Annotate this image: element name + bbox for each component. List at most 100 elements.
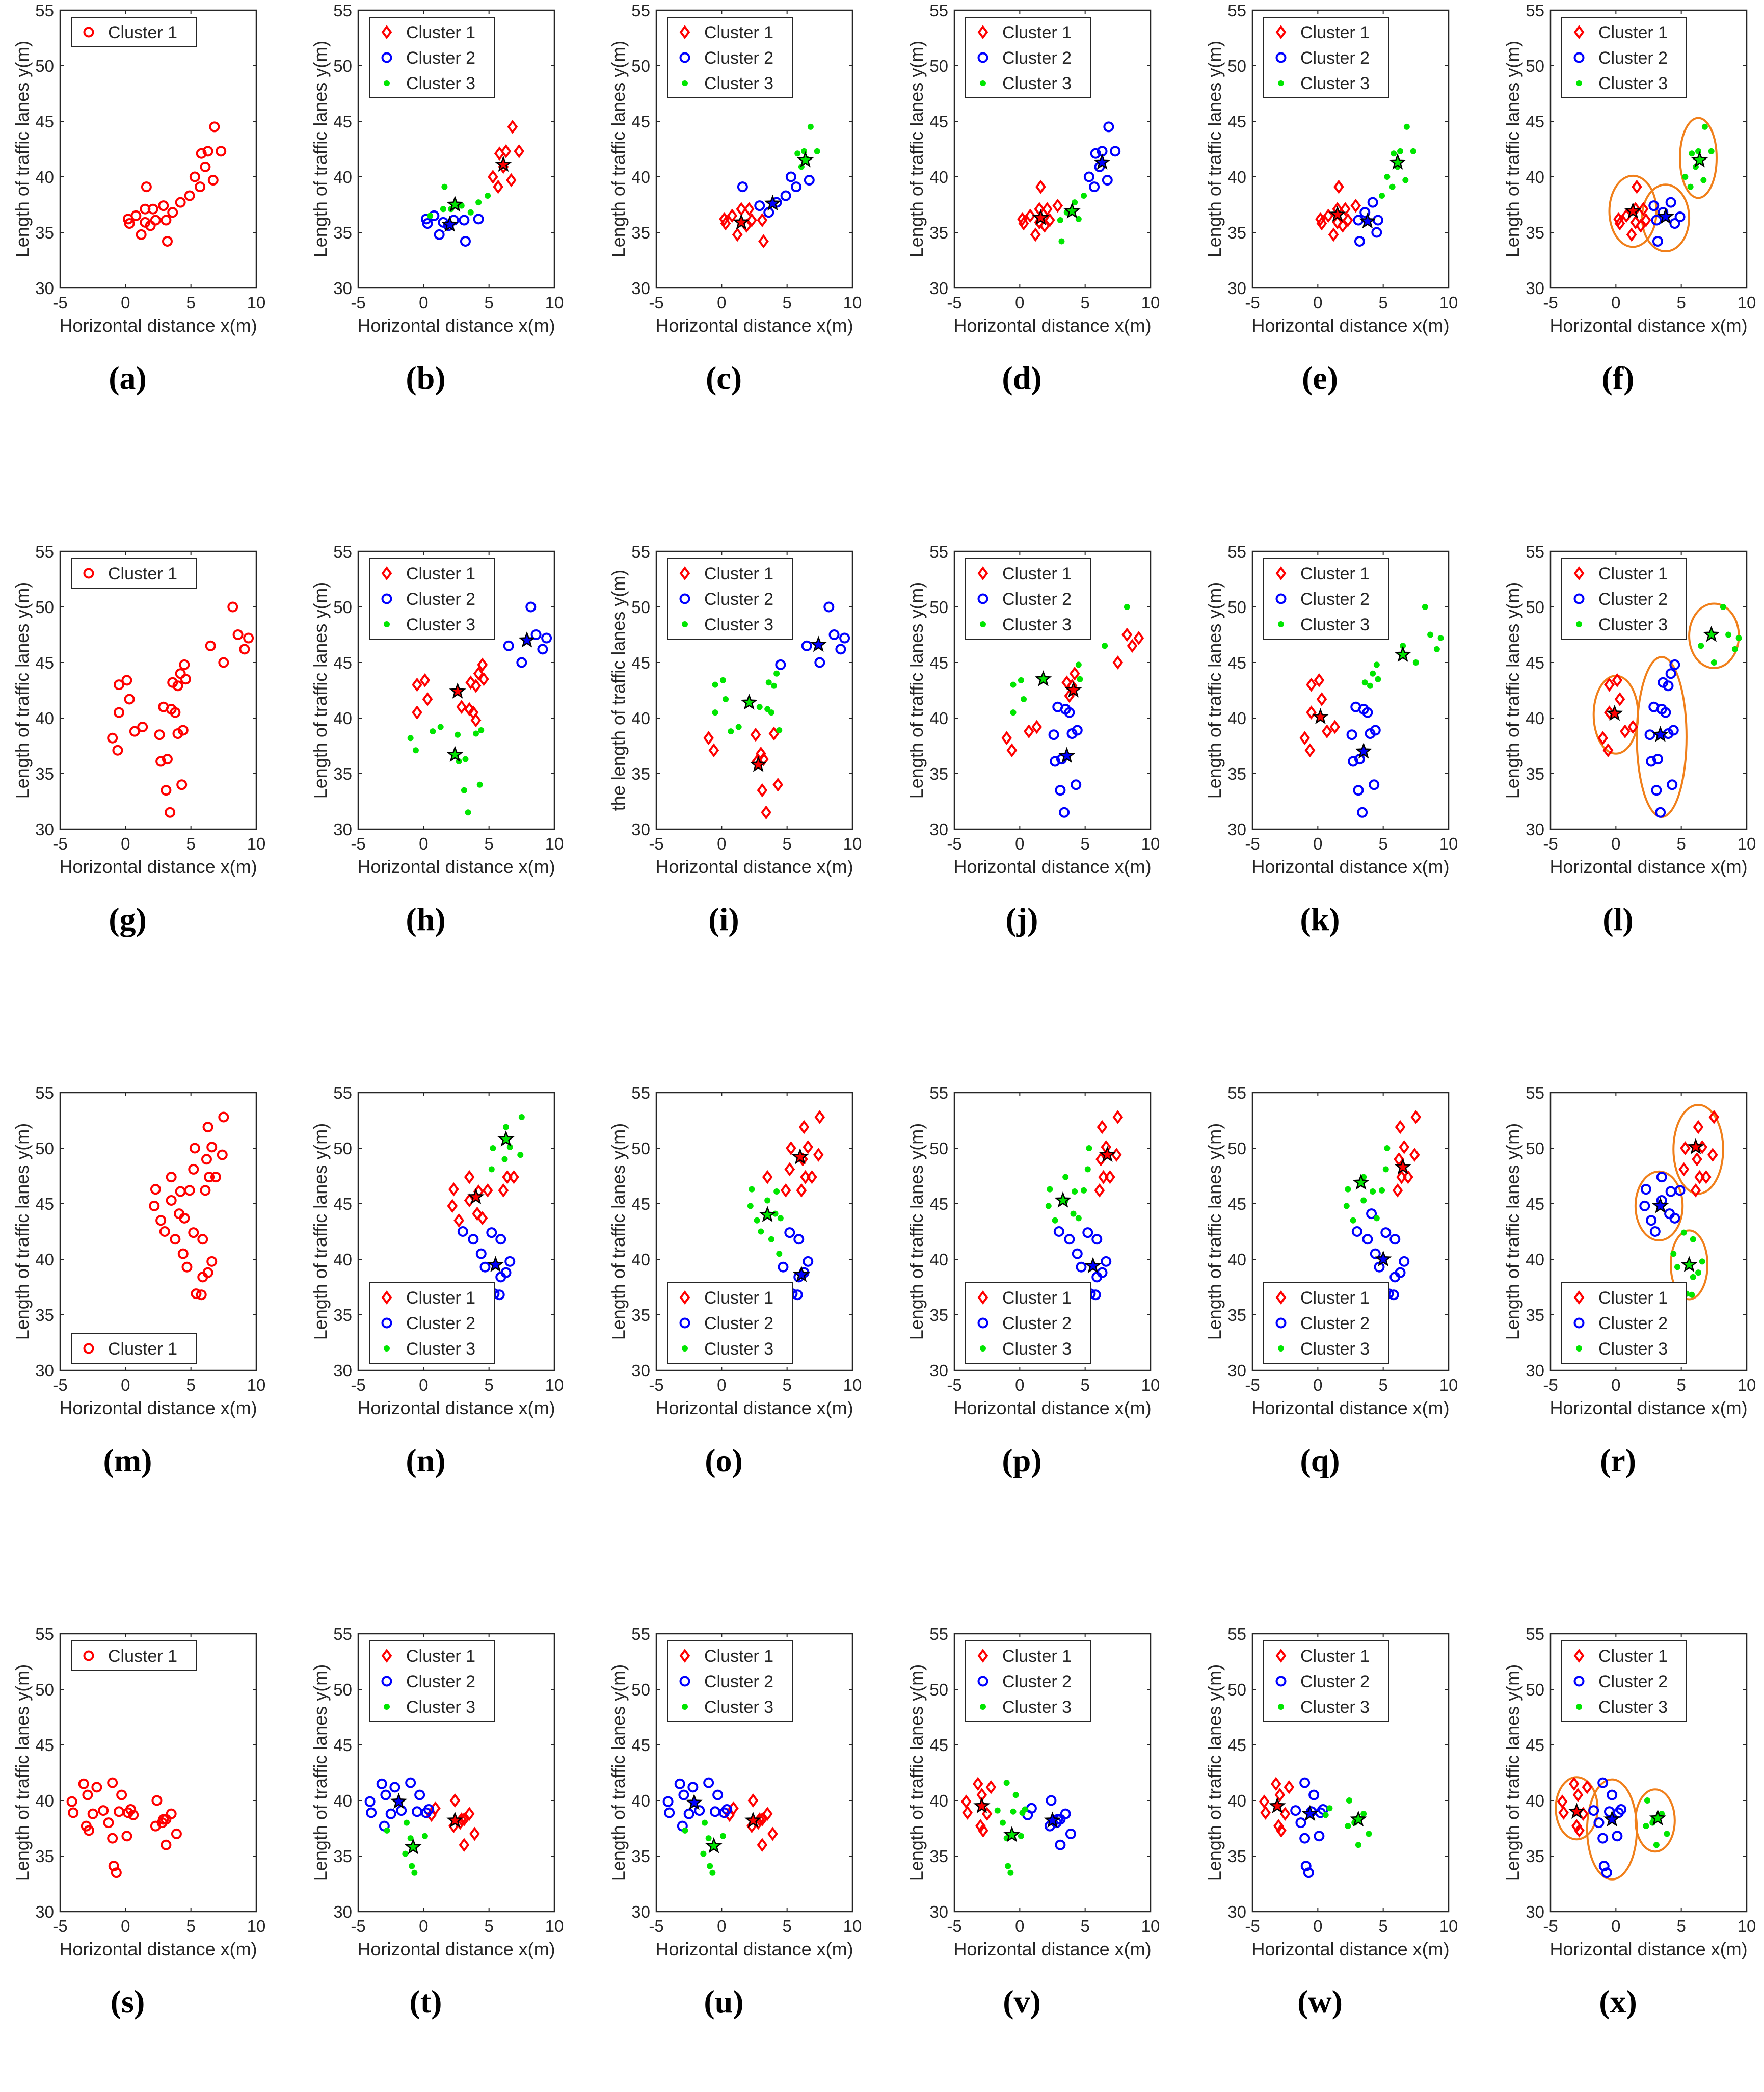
data-point [1359, 207, 1371, 218]
data-point [82, 1789, 93, 1800]
data-point [121, 1831, 132, 1842]
centroid-star [1651, 1197, 1669, 1213]
y-axis-label: Length of traffic lanes y(m) [12, 41, 33, 258]
data-point [747, 1793, 759, 1808]
x-tick-label: 5 [186, 293, 195, 312]
centroid-star [487, 1256, 504, 1273]
data-point [184, 190, 195, 201]
data-point [1112, 655, 1124, 670]
x-axis-label: Horizontal distance x(m) [1549, 856, 1747, 877]
data-point [1689, 1291, 1695, 1298]
data-point [380, 1789, 391, 1800]
x-axis-label: Horizontal distance x(m) [59, 315, 257, 336]
data-point [1373, 1215, 1380, 1222]
data-point [427, 213, 434, 219]
data-point [708, 743, 719, 758]
data-point [814, 1110, 825, 1124]
data-point [189, 171, 200, 182]
data-point [1275, 1649, 1287, 1663]
data-point [493, 179, 504, 194]
y-tick-label: 40 [1526, 1250, 1544, 1269]
series-cluster-1 [960, 1777, 997, 1838]
data-point [1437, 635, 1444, 642]
series-cluster-2 [503, 601, 552, 668]
data-point [1101, 1256, 1112, 1267]
data-point [794, 150, 801, 157]
data-point [1321, 724, 1332, 738]
series-cluster-3 [407, 724, 485, 816]
y-tick-label: 30 [333, 279, 352, 298]
data-point [83, 1650, 94, 1661]
chart-panel: -5 0 5 10 30 35 40 45 50 55 Horizontal distance x(… [1204, 542, 1458, 937]
centroid-star [497, 1130, 515, 1147]
data-point [477, 1211, 488, 1226]
centroid-star [1063, 202, 1081, 219]
chart-panel: -5 0 5 10 30 35 40 45 50 55 Horizontal distance x(… [906, 1625, 1160, 2020]
legend-label: Cluster 1 [108, 564, 177, 584]
y-tick-label: 40 [333, 168, 352, 187]
x-tick-label: 10 [843, 1375, 862, 1394]
data-point [1655, 807, 1666, 818]
plot-area [447, 1114, 525, 1301]
x-axis-label: Horizontal distance x(m) [953, 315, 1151, 336]
legend: Cluster 1 Cluster 2 Cluster 3 [1561, 1640, 1687, 1722]
cluster-ellipse [1670, 1229, 1708, 1301]
data-point [778, 1261, 789, 1273]
data-point [166, 1195, 177, 1206]
centroid-star [1093, 153, 1111, 170]
data-point [1110, 146, 1121, 157]
data-point [765, 679, 772, 686]
y-axis-label: Length of traffic lanes y(m) [1204, 41, 1225, 258]
data-point [423, 1804, 435, 1815]
data-point [1314, 1831, 1325, 1842]
data-point [1260, 1806, 1271, 1820]
y-tick-label: 45 [333, 1736, 352, 1755]
data-point [754, 1217, 760, 1224]
data-point [1062, 1174, 1069, 1180]
centroid-star [1269, 1797, 1286, 1814]
panel-letter: (w) [1297, 1983, 1343, 2020]
data-point [750, 727, 761, 742]
x-tick-label: 10 [1738, 1917, 1756, 1936]
cluster-ellipse [1679, 117, 1718, 199]
data-point [1668, 725, 1679, 736]
data-point [1010, 709, 1017, 716]
data-point [384, 1704, 390, 1710]
data-point [196, 1289, 207, 1301]
series-cluster-3 [384, 1819, 428, 1876]
series-cluster-2 [775, 601, 850, 670]
x-tick-label: 10 [1738, 1375, 1756, 1394]
y-tick-label: 45 [35, 653, 54, 672]
x-axis-label: Horizontal distance x(m) [59, 856, 257, 877]
chart-panel: -5 0 5 10 30 35 40 45 50 55 Horizontal distance x(… [906, 1083, 1160, 1478]
data-point [1669, 659, 1680, 670]
data-point [490, 1145, 496, 1151]
data-point [1674, 211, 1686, 222]
plot-area [1315, 123, 1416, 247]
legend-label: Cluster 2 [704, 590, 773, 609]
chart-panel: -5 0 5 10 30 35 40 45 50 55 Horizontal distance x(… [12, 542, 265, 937]
data-point [1427, 631, 1434, 638]
data-point [1649, 1226, 1661, 1237]
data-point [1640, 1184, 1651, 1195]
centroid-star [518, 631, 536, 648]
axes-frame [357, 9, 555, 289]
data-point [732, 227, 743, 242]
data-point [137, 721, 148, 732]
data-point [1072, 725, 1083, 736]
data-point [107, 1833, 118, 1844]
centroid-star [1680, 1256, 1698, 1273]
x-axis-label: Horizontal distance x(m) [655, 1397, 853, 1418]
data-point [755, 746, 766, 761]
series-cluster-3 [712, 670, 783, 735]
x-tick-label: -5 [351, 1917, 365, 1936]
legend-label: Cluster 3 [1002, 1339, 1072, 1359]
chart-panel: -5 0 5 10 30 35 40 45 50 55 Horizontal distance x(… [1204, 1625, 1458, 2020]
chart-panel: -5 0 5 10 30 35 40 45 50 55 Horizontal distance x(… [12, 1, 265, 396]
data-point [1370, 1188, 1376, 1195]
panel-letter: (m) [103, 1442, 152, 1478]
data-point [700, 1850, 707, 1857]
x-tick-label: 0 [1611, 1917, 1620, 1936]
data-point [1693, 1120, 1704, 1134]
data-point [1072, 1188, 1078, 1195]
